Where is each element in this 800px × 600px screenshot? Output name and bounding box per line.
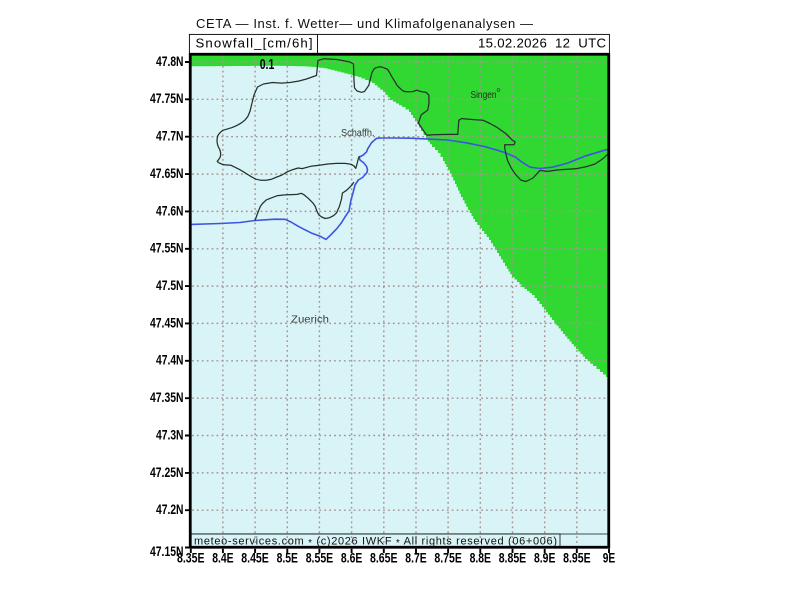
svg-text:8.6E: 8.6E bbox=[341, 550, 362, 566]
svg-text:8.45E: 8.45E bbox=[241, 550, 268, 566]
svg-text:47.25N: 47.25N bbox=[150, 464, 184, 480]
svg-text:Snowfall_[cm/6h]: Snowfall_[cm/6h] bbox=[196, 35, 313, 50]
svg-text:8.55E: 8.55E bbox=[306, 550, 334, 566]
svg-text:47.15N: 47.15N bbox=[150, 543, 184, 559]
svg-text:47.55N: 47.55N bbox=[150, 240, 184, 256]
svg-text:15.02.2026 12 UTC: 15.02.2026 12 UTC bbox=[478, 35, 606, 50]
svg-text:47.2N: 47.2N bbox=[156, 501, 184, 517]
svg-text:meteo-services.com * (c)2026 I: meteo-services.com * (c)2026 IWKF * All … bbox=[194, 535, 557, 549]
svg-text:8.5E: 8.5E bbox=[277, 550, 298, 566]
svg-text:8.35E: 8.35E bbox=[177, 550, 205, 566]
svg-text:Singen: Singen bbox=[471, 90, 497, 101]
svg-text:8.8E: 8.8E bbox=[470, 550, 491, 566]
svg-text:Schaffh.: Schaffh. bbox=[341, 128, 375, 139]
svg-text:47.3N: 47.3N bbox=[156, 426, 184, 442]
svg-text:47.5N: 47.5N bbox=[156, 277, 184, 293]
svg-text:47.65N: 47.65N bbox=[150, 165, 184, 181]
svg-text:47.8N: 47.8N bbox=[156, 53, 184, 69]
svg-text:8.75E: 8.75E bbox=[434, 550, 462, 566]
svg-text:9E: 9E bbox=[603, 550, 616, 566]
svg-text:8.65E: 8.65E bbox=[370, 550, 398, 566]
svg-text:47.45N: 47.45N bbox=[150, 314, 184, 330]
svg-text:8.85E: 8.85E bbox=[499, 550, 527, 566]
svg-text:8.9E: 8.9E bbox=[534, 550, 555, 566]
svg-text:8.4E: 8.4E bbox=[212, 550, 233, 566]
svg-text:47.7N: 47.7N bbox=[156, 128, 184, 144]
svg-text:8.7E: 8.7E bbox=[405, 550, 426, 566]
svg-text:47.35N: 47.35N bbox=[150, 389, 184, 405]
svg-text:Zuerich: Zuerich bbox=[291, 314, 329, 326]
svg-text:47.6N: 47.6N bbox=[156, 202, 184, 218]
svg-text:8.95E: 8.95E bbox=[563, 550, 591, 566]
svg-text:CETA — Inst. f. Wetter— und Kl: CETA — Inst. f. Wetter— und Klimafolgena… bbox=[196, 16, 533, 31]
svg-text:47.75N: 47.75N bbox=[150, 90, 184, 106]
svg-text:47.4N: 47.4N bbox=[156, 352, 184, 368]
svg-text:0.1: 0.1 bbox=[260, 57, 275, 73]
